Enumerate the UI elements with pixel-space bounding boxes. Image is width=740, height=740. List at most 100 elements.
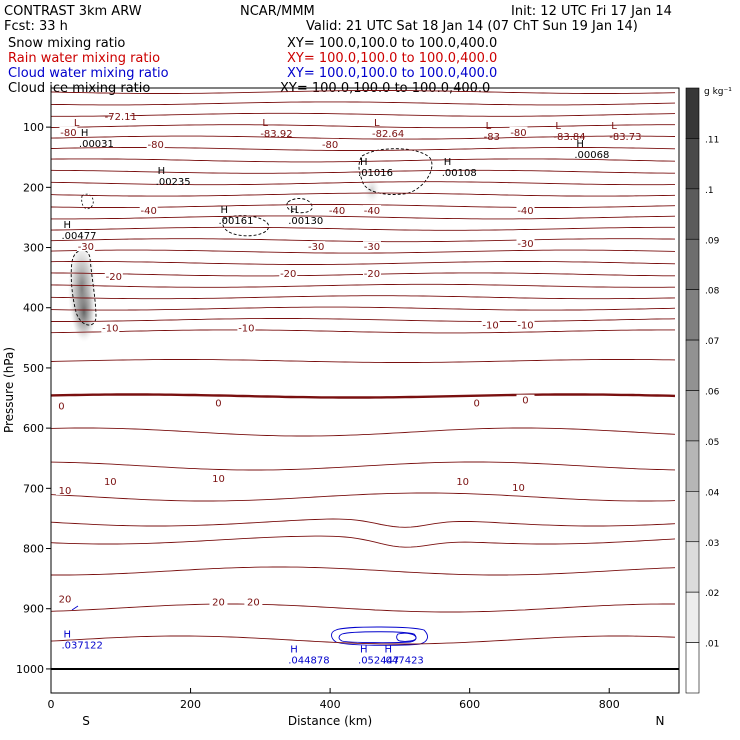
temperature-label: 0 <box>522 396 528 407</box>
extremum-value: .00161 <box>218 216 253 227</box>
cloud-ice-contour-3 <box>286 198 313 214</box>
isotherm-line <box>51 101 676 106</box>
isotherm-line <box>51 226 675 231</box>
colorbar-segment <box>685 642 700 694</box>
temperature-label-bg <box>453 475 472 486</box>
temperature-label: -30 <box>517 239 533 250</box>
temperature-label: -40 <box>141 206 157 217</box>
temperature-label: -80 <box>147 140 163 151</box>
isotherm-line <box>51 603 675 613</box>
isotherm-line <box>51 329 675 334</box>
temperature-label-bg <box>516 319 535 330</box>
y-tick-label: 1000 <box>16 663 44 676</box>
y-tick-label: 200 <box>23 181 44 194</box>
colorbar-tick-label: .07 <box>705 337 719 347</box>
plot-frame <box>50 87 680 694</box>
x-axis-title: Distance (km) <box>288 714 372 728</box>
temperature-label-bg <box>146 138 165 149</box>
temperature-label-bg <box>209 596 228 607</box>
colorbar-tick-label: .05 <box>705 438 719 448</box>
field-cloudwater-name: Cloud water mixing ratio <box>8 66 169 81</box>
temperature-label: 0 <box>473 399 479 410</box>
colorbar-tick-label: .08 <box>705 287 720 297</box>
x-axis: 0 200 400 600 800 <box>48 688 620 711</box>
colorbar-segment <box>685 339 700 391</box>
temperature-label-bg <box>55 593 74 604</box>
temperature-label: -10 <box>482 320 498 331</box>
temperature-label: 10 <box>59 486 72 497</box>
isotherm-line <box>51 306 676 311</box>
colorbar-tick-label: .01 <box>705 640 719 650</box>
temperature-label-bg <box>104 271 123 282</box>
isotherm-line <box>51 566 676 576</box>
temperature-label-bg <box>111 111 130 122</box>
isotherm-line <box>51 359 676 363</box>
temperature-label: -20 <box>280 269 296 280</box>
colorbar-segment <box>685 188 700 240</box>
extremum-value: .00235 <box>156 177 191 188</box>
temperature-label-bg <box>59 126 78 137</box>
temperature-label-bg <box>516 238 535 249</box>
isotherm-line <box>51 124 675 129</box>
colorbar-segment <box>685 87 700 139</box>
snow-contour <box>70 249 97 326</box>
temperature-label-bg <box>516 205 535 216</box>
isotherm-line <box>51 169 675 174</box>
temperature-label: 10 <box>512 483 525 494</box>
high-marker: H <box>81 128 89 139</box>
isotherm-line <box>51 90 676 94</box>
colorbar-tick-label: .06 <box>705 388 720 398</box>
isotherm-line <box>51 492 676 502</box>
low-marker: L <box>262 118 268 129</box>
isotherm-line <box>51 635 676 645</box>
high-marker: H <box>63 220 71 231</box>
isotherm-line <box>51 518 676 528</box>
south-label: S <box>82 714 90 728</box>
temperature-label-bg <box>209 472 228 483</box>
extremum-value: .00068 <box>574 150 609 161</box>
isotherm-line <box>51 535 676 548</box>
high-marker: H <box>290 205 298 216</box>
north-label: N <box>656 714 665 728</box>
x-tick-label: 200 <box>180 698 201 711</box>
colorbar-segment <box>685 289 700 341</box>
y-axis: 100 200 300 400 500 600 700 800 900 1000 <box>16 121 51 676</box>
colorbar-segment <box>685 491 700 543</box>
temperature-label: 20 <box>59 594 72 605</box>
field-snow-xy: XY= 100.0,100.0 to 100.0,400.0 <box>287 36 498 51</box>
extremum-value: -82.64 <box>372 129 404 140</box>
isotherm-line <box>51 318 676 322</box>
extremum-value: -83.92 <box>260 129 292 140</box>
high-marker: H <box>360 157 368 168</box>
temperature-label-bg <box>362 268 381 279</box>
y-tick-label: 100 <box>23 121 44 134</box>
colorbar-tick-label: .02 <box>705 589 719 599</box>
colorbar-tick-label: .04 <box>705 488 720 498</box>
temperature-label: 10 <box>104 477 117 488</box>
ice-shading-patch <box>364 176 380 204</box>
temperature-label-bg <box>101 475 120 486</box>
extremum-value: -83.73 <box>609 132 641 143</box>
extremum-value: .00130 <box>288 216 323 227</box>
low-marker: L <box>555 121 561 132</box>
temperature-label-bg <box>237 322 256 333</box>
field-cloudwater-xy: XY= 100.0,100.0 to 100.0,400.0 <box>287 66 498 81</box>
low-marker: L <box>486 121 492 132</box>
center-name: NCAR/MMM <box>240 4 315 19</box>
high-marker: H <box>384 644 392 655</box>
temperature-label-bg <box>509 481 528 492</box>
temperature-label: -30 <box>308 242 324 253</box>
temperature-label-bg <box>55 484 74 495</box>
temperature-label: -10 <box>238 323 254 334</box>
low-marker: L <box>74 118 80 129</box>
temperature-label-bg <box>307 241 326 252</box>
isotherm-line <box>51 461 676 471</box>
colorbar-tick-label: .11 <box>705 135 719 145</box>
temperature-label: -10 <box>517 320 533 331</box>
low-marker: L <box>374 118 380 129</box>
high-marker: H <box>360 644 368 655</box>
temperature-label-bg <box>139 205 158 216</box>
extremum-value: .044878 <box>288 655 329 666</box>
temperature-label-bg <box>209 397 228 408</box>
